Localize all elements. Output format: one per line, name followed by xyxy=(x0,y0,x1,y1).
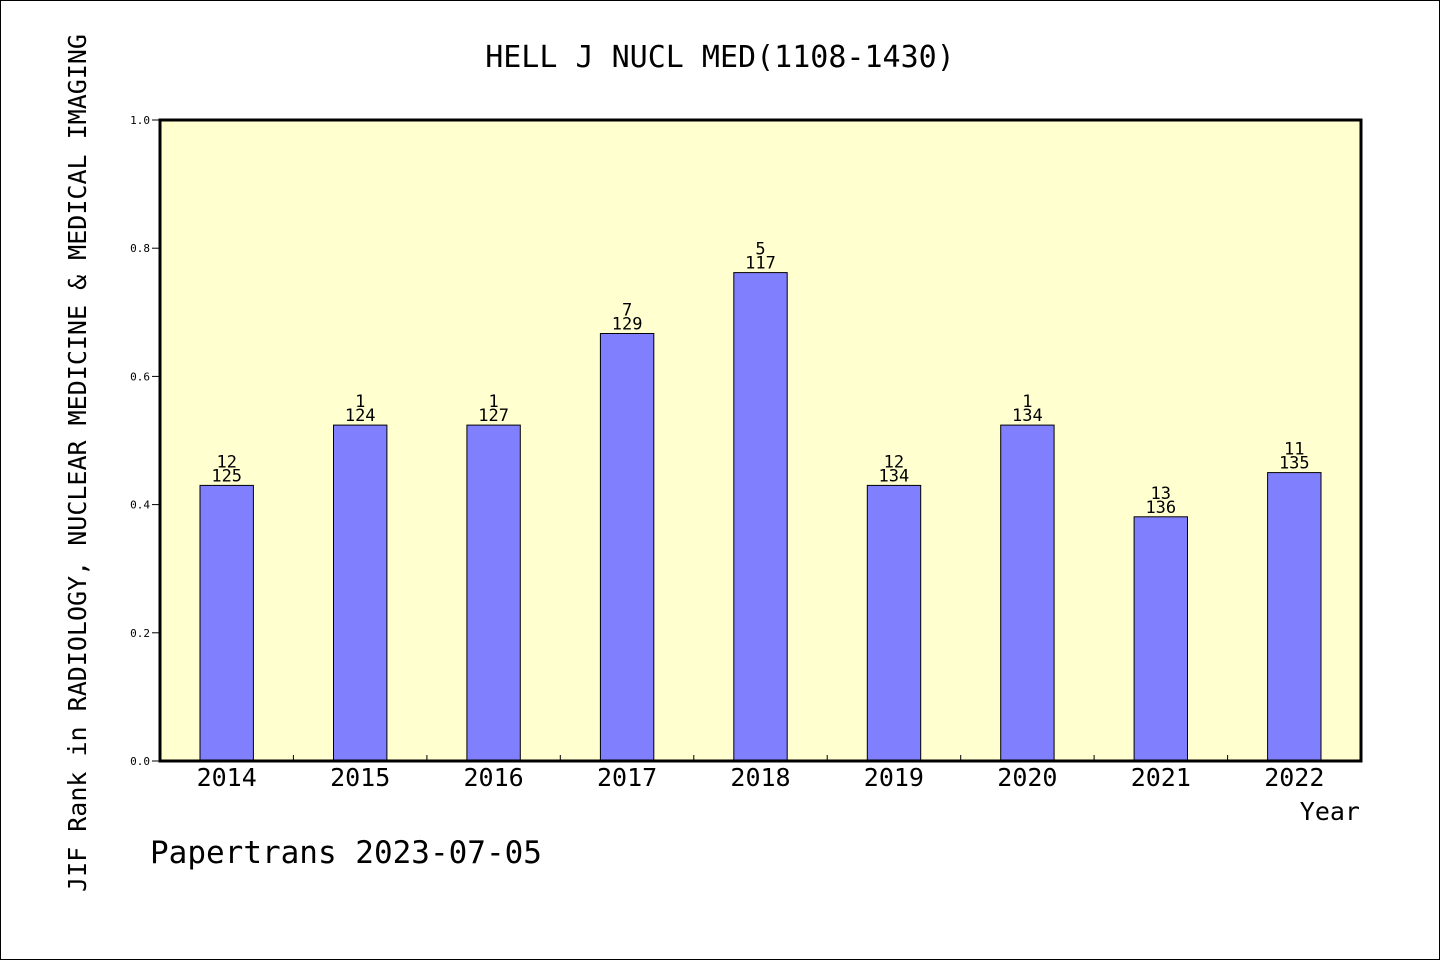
bar-rank-label: 11 xyxy=(1284,440,1304,460)
bar-total-label: 134 xyxy=(1012,406,1043,426)
bar-total-label: 127 xyxy=(478,406,509,426)
plot-border xyxy=(158,118,1363,763)
y-tick-label: 0.0 xyxy=(130,755,150,768)
x-tick-label: 2020 xyxy=(997,763,1057,792)
y-axis-ticks: 0.0 0.2 0.4 0.6 0.8 1.0 xyxy=(130,114,160,768)
bar-2020 xyxy=(1000,424,1055,762)
bar-rank-label: 1 xyxy=(355,392,365,412)
bar-2021 xyxy=(1133,516,1188,762)
bar-2019 xyxy=(866,484,922,762)
bar-total-label: 136 xyxy=(1145,498,1176,518)
bar-rank-label: 1 xyxy=(488,392,498,412)
bar-total-label: 134 xyxy=(879,466,910,486)
bar-2014 xyxy=(199,484,254,762)
y-tick-label: 0.6 xyxy=(130,370,150,383)
x-tick-label: 2021 xyxy=(1131,763,1191,792)
bar-2015 xyxy=(333,424,388,762)
bar-rank-label: 13 xyxy=(1151,484,1171,504)
bar-2022 xyxy=(1267,472,1322,762)
y-axis-label: JIF Rank in RADIOLOGY, NUCLEAR MEDICINE … xyxy=(63,34,92,892)
x-tick-label: 2014 xyxy=(197,763,257,792)
bar-rank-label: 7 xyxy=(622,301,632,321)
y-tick-label: 0.2 xyxy=(130,627,150,640)
x-tick-label: 2016 xyxy=(463,763,523,792)
y-tick-label: 0.8 xyxy=(130,242,150,255)
bar-total-label: 125 xyxy=(211,466,242,486)
bar-total-label: 135 xyxy=(1279,454,1310,474)
bar-total-label: 129 xyxy=(612,315,643,335)
bar-total-label: 124 xyxy=(345,406,376,426)
bar-rank-label: 5 xyxy=(755,240,765,260)
bar-rank-label: 1 xyxy=(1022,392,1032,412)
bar-total-label: 117 xyxy=(745,254,776,274)
x-tick-label: 2015 xyxy=(330,763,390,792)
footer-credit: Papertrans 2023-07-05 xyxy=(150,835,542,871)
bar-2017 xyxy=(599,333,655,762)
y-tick-label: 1.0 xyxy=(130,114,150,127)
x-tick-label: 2019 xyxy=(864,763,924,792)
chart-title: HELL J NUCL MED(1108-1430) xyxy=(485,40,955,75)
x-tick-label: 2018 xyxy=(730,763,790,792)
x-tick-label: 2017 xyxy=(597,763,657,792)
x-axis-ticks: 2014 2015 2016 2017 2018 2019 2020 2021 2022 xyxy=(197,755,1324,792)
y-tick-label: 0.4 xyxy=(130,499,150,512)
x-tick-label: 2022 xyxy=(1264,763,1324,792)
bar-rank-label: 12 xyxy=(884,452,904,472)
bar-2018 xyxy=(733,272,788,762)
x-axis-label: Year xyxy=(1300,797,1360,826)
bar-2016 xyxy=(466,424,521,762)
bar-rank-label: 12 xyxy=(216,452,236,472)
